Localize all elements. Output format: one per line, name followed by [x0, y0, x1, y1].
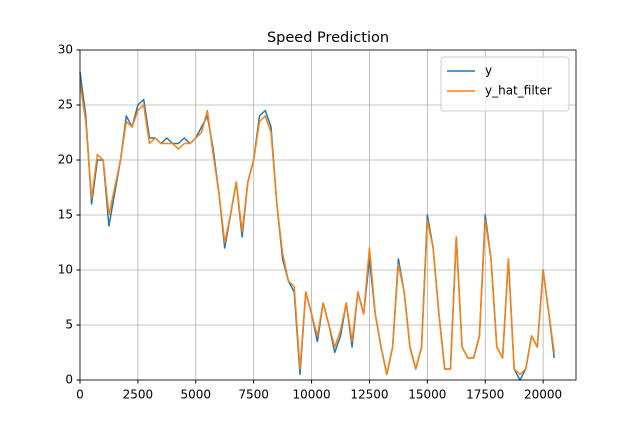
y-tick-label: 30 [58, 43, 73, 57]
plot-frame [79, 49, 577, 381]
x-tick-label: 15000 [408, 388, 446, 402]
series-line [79, 82, 555, 376]
y-tick-label: 25 [58, 98, 73, 112]
y-tick-label: 5 [65, 318, 73, 332]
x-tick-label: 5000 [181, 388, 212, 402]
y-tick-label: 0 [65, 373, 73, 387]
x-tick-label: 2500 [123, 388, 154, 402]
legend: y y_hat_filter [440, 56, 570, 112]
x-tick-label: 0 [76, 388, 84, 402]
x-tick-label: 7500 [238, 388, 269, 402]
legend-label: y [485, 64, 492, 78]
x-tick-label: 20000 [524, 388, 562, 402]
y-tick-label: 10 [58, 263, 73, 277]
x-tick-label: 17500 [466, 388, 504, 402]
legend-label: y_hat_filter [485, 84, 552, 98]
x-tick-label: 12500 [350, 388, 388, 402]
y-tick-label: 15 [58, 208, 73, 222]
x-tick-label: 10000 [292, 388, 330, 402]
chart-title: Speed Prediction [267, 30, 389, 46]
y-tick-label: 20 [58, 153, 73, 167]
